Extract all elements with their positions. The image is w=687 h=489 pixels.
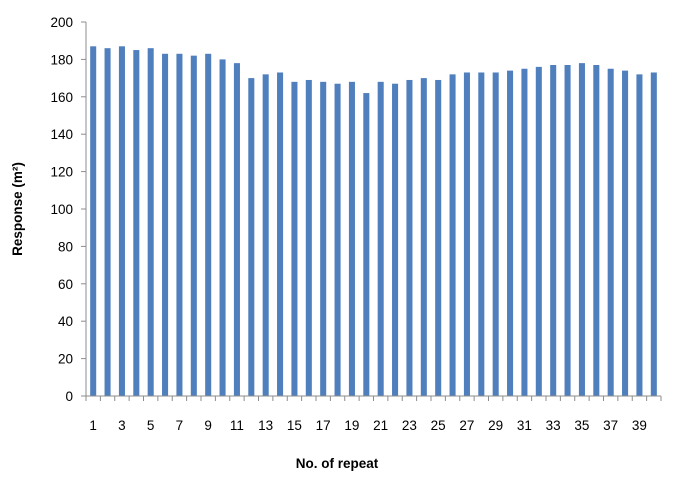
x-tick-label: 1	[89, 418, 97, 433]
bar-repeat-19	[348, 81, 355, 396]
bar-repeat-31	[521, 68, 528, 396]
bar-repeat-15	[291, 81, 298, 396]
bar-repeat-22	[392, 83, 399, 397]
x-tick-label: 11	[230, 418, 244, 433]
bar-repeat-20	[363, 93, 370, 396]
y-axis-ticks: 0 20 40 60 80 100 120 140 160 180 200	[50, 15, 86, 404]
bar-repeat-13	[262, 74, 269, 397]
x-tick-label: 5	[147, 418, 155, 433]
x-tick-label: 21	[373, 418, 388, 433]
x-tick-label: 27	[459, 418, 474, 433]
y-tick-label: 60	[58, 277, 73, 292]
bar-repeat-40	[650, 72, 657, 397]
bar-repeat-12	[248, 78, 255, 396]
y-tick-label: 80	[58, 239, 73, 254]
y-tick-label: 40	[58, 314, 73, 329]
x-tick-label: 29	[488, 418, 503, 433]
bar-repeat-24	[420, 78, 427, 396]
bar-repeat-2	[104, 48, 111, 397]
y-tick-label: 120	[50, 165, 73, 180]
x-tick-label: 7	[176, 418, 184, 433]
y-tick-label: 100	[50, 202, 73, 217]
bar-repeat-10	[219, 59, 226, 397]
y-tick-label: 180	[50, 52, 73, 67]
bar-repeat-18	[334, 83, 341, 397]
bar-repeat-14	[277, 72, 284, 397]
x-tick-label: 19	[344, 418, 359, 433]
bar-repeat-37	[607, 68, 614, 396]
bar-repeat-4	[133, 50, 140, 397]
x-axis-ticks: 1 3 5 7 9 11 13 15 17 19 21 23 25 27 29 31 33 35 37 39	[85, 396, 662, 433]
bar-repeat-9	[205, 53, 212, 396]
y-tick-label: 140	[50, 127, 73, 142]
bar-repeat-30	[507, 70, 514, 397]
x-tick-label: 9	[204, 418, 212, 433]
bar-repeat-11	[233, 63, 240, 396]
x-tick-label: 25	[431, 418, 446, 433]
x-tick-label: 17	[316, 418, 331, 433]
bar-repeat-34	[564, 65, 571, 396]
y-tick-label: 20	[58, 352, 73, 367]
bar-repeat-16	[305, 79, 312, 396]
x-tick-label: 37	[603, 418, 618, 433]
bar-repeat-32	[535, 66, 542, 396]
bar-repeat-33	[550, 65, 557, 396]
bar-repeat-38	[622, 70, 629, 397]
x-tick-label: 3	[118, 418, 126, 433]
bar-repeat-3	[118, 46, 125, 397]
bar-repeat-26	[449, 74, 456, 397]
bar-repeat-6	[162, 53, 169, 396]
x-tick-label: 31	[517, 418, 532, 433]
bar-repeat-29	[492, 72, 499, 397]
x-tick-label: 13	[258, 418, 273, 433]
bar-repeat-23	[406, 79, 413, 396]
bar-repeat-17	[320, 81, 327, 396]
y-tick-label: 200	[50, 15, 73, 30]
x-axis-title: No. of repeat	[296, 456, 379, 471]
x-tick-label: 35	[574, 418, 589, 433]
x-tick-label: 33	[546, 418, 561, 433]
bar-repeat-39	[636, 74, 643, 397]
bar-repeat-21	[377, 81, 384, 396]
bar-repeat-5	[147, 48, 154, 397]
bar-repeat-25	[435, 79, 442, 396]
bar-repeat-36	[593, 65, 600, 396]
bar-repeat-35	[578, 63, 585, 396]
x-tick-label: 15	[287, 418, 302, 433]
y-tick-label: 160	[50, 90, 73, 105]
bar-repeat-7	[176, 53, 183, 396]
x-tick-label: 39	[632, 418, 647, 433]
x-tick-label: 23	[402, 418, 417, 433]
bar-repeat-28	[478, 72, 485, 397]
bar-series	[90, 46, 657, 397]
bar-repeat-27	[463, 72, 470, 397]
y-axis-title: Response (m²)	[10, 162, 25, 256]
y-tick-label: 0	[65, 389, 73, 404]
bar-repeat-8	[190, 55, 197, 396]
bar-repeat-1	[90, 46, 97, 397]
